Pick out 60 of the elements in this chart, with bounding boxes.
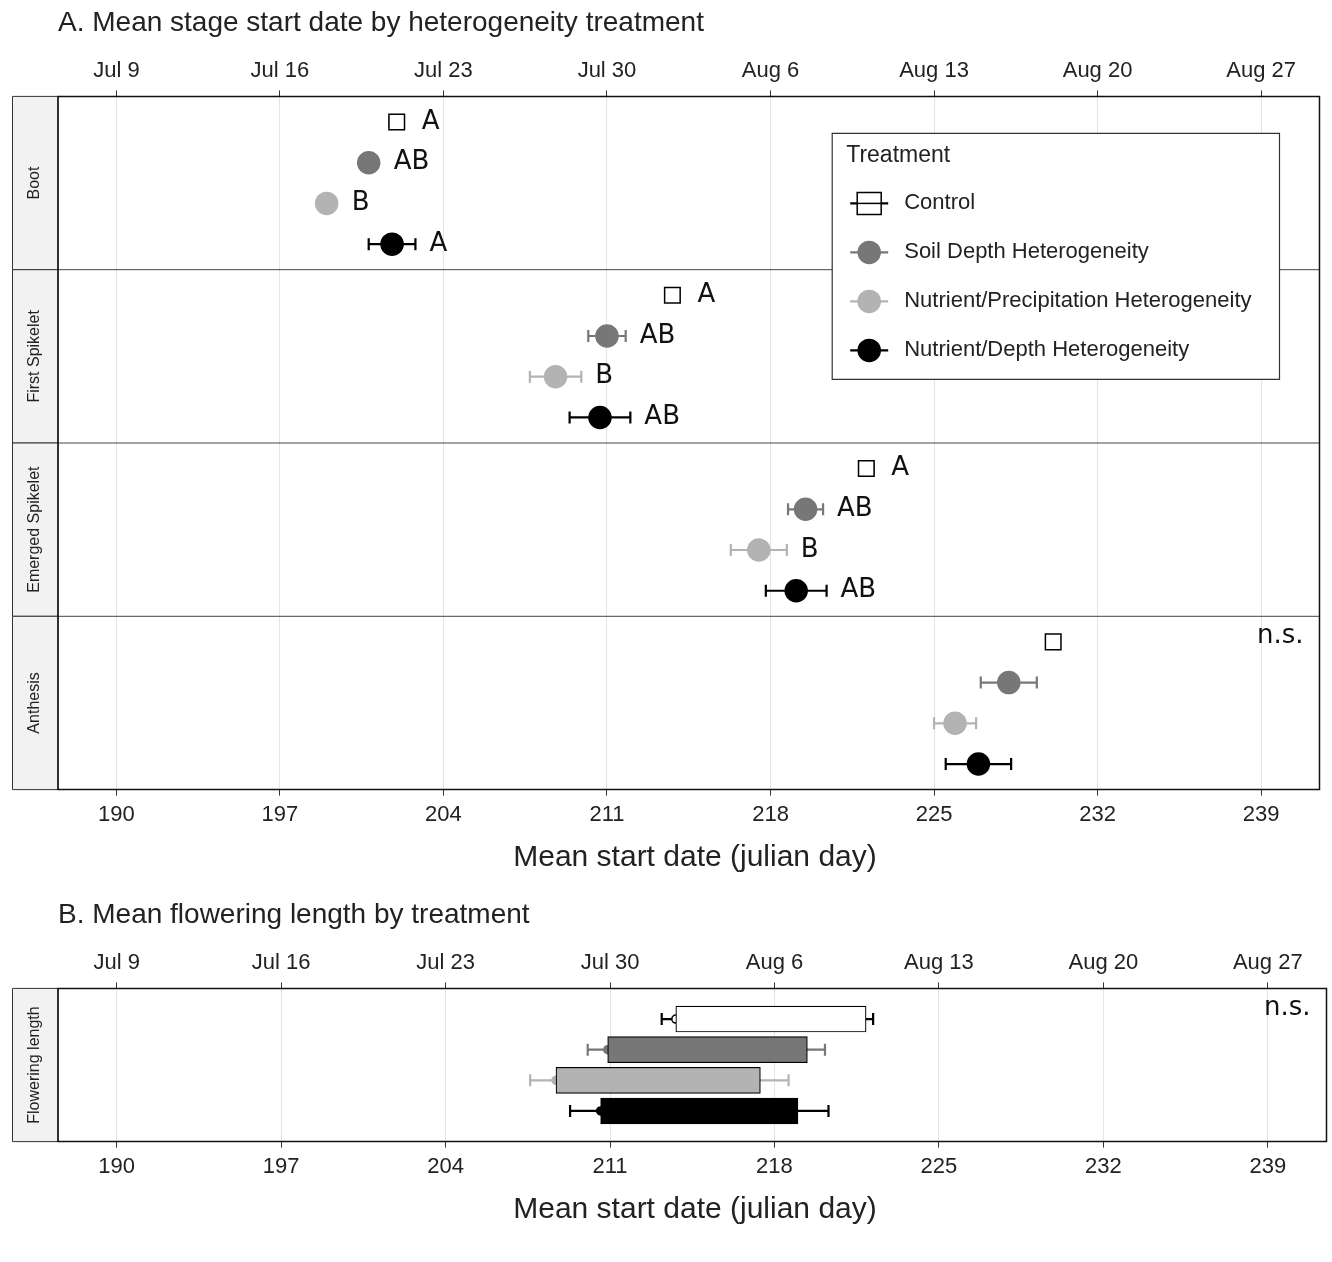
legend-label: Nutrient/Precipitation Heterogeneity [904,287,1252,313]
x-tick-label: 204 [425,800,462,826]
x2-tick-label: Aug 20 [1062,57,1133,83]
data-label: B [800,532,819,563]
data-label: AB [639,318,676,349]
legend-label: Soil Depth Heterogeneity [904,238,1149,264]
x2-tick-label: Jul 30 [577,57,637,83]
data-label: AB [644,400,680,431]
data-label: B [595,359,614,390]
legend-title: Treatment [846,140,951,167]
x2-tick-label: Aug 13 [899,57,969,83]
data-label: A [421,104,440,135]
x-tick-label: 232 [1079,800,1116,826]
x-tick-label: 232 [1084,1152,1122,1178]
x2-tick-label: Aug 13 [904,949,974,975]
x2-tick-label: Jul 16 [250,57,310,83]
annotation: n.s. [1263,991,1311,1022]
x2-tick-label: Jul 23 [416,949,475,975]
x-tick-label: 197 [262,1152,300,1178]
x2-tick-label: Aug 6 [741,57,800,83]
x2-tick-label: Jul 23 [414,57,473,83]
x-tick-label: 190 [98,800,135,826]
x-tick-label: 211 [592,1152,628,1178]
annotation: n.s. [1256,619,1304,650]
data-label: B [351,186,370,217]
x-tick-label: 218 [752,800,789,826]
x-tick-label: 211 [589,800,625,826]
y-tick-label: Boot [25,166,43,200]
chart-title: B. Mean flowering length by treatment [57,897,531,931]
x2-tick-label: Aug 20 [1068,949,1139,975]
x-tick-label: 218 [756,1152,793,1178]
data-label: AB [393,145,430,176]
x-tick-label: 225 [920,1152,958,1178]
x-axis-title: Mean start date (julian day) [512,838,878,874]
x-tick-label: 197 [261,800,299,826]
x2-tick-label: Jul 16 [251,949,311,975]
data-label: AB [837,492,873,523]
data-label: A [429,226,448,257]
y-tick-label: First Spikelet [25,309,43,403]
y-tick-label: Emerged Spikelet [25,465,43,593]
chart-title: A. Mean stage start date by heterogeneity treatment [57,5,705,39]
x2-tick-label: Aug 6 [745,949,804,975]
y-axis-title: Flowering length [25,1006,43,1124]
x-tick-label: 225 [915,800,953,826]
x2-tick-label: Jul 9 [93,57,140,83]
legend-label: Control [904,189,976,215]
x2-tick-label: Jul 30 [580,949,640,975]
x2-tick-label: Aug 27 [1232,949,1303,975]
x-tick-label: 239 [1249,1152,1287,1178]
y-tick-label: Anthesis [25,672,43,734]
data-label: AB [840,573,877,604]
x2-tick-label: Aug 27 [1226,57,1296,83]
x2-tick-label: Jul 9 [93,949,140,975]
legend-label: Nutrient/Depth Heterogeneity [904,336,1190,362]
x-tick-label: 204 [427,1152,464,1178]
data-label: A [697,278,716,309]
x-tick-label: 190 [98,1152,136,1178]
x-axis-title: Mean start date (julian day) [512,1190,878,1226]
x-tick-label: 239 [1242,800,1280,826]
data-label: A [891,451,910,482]
